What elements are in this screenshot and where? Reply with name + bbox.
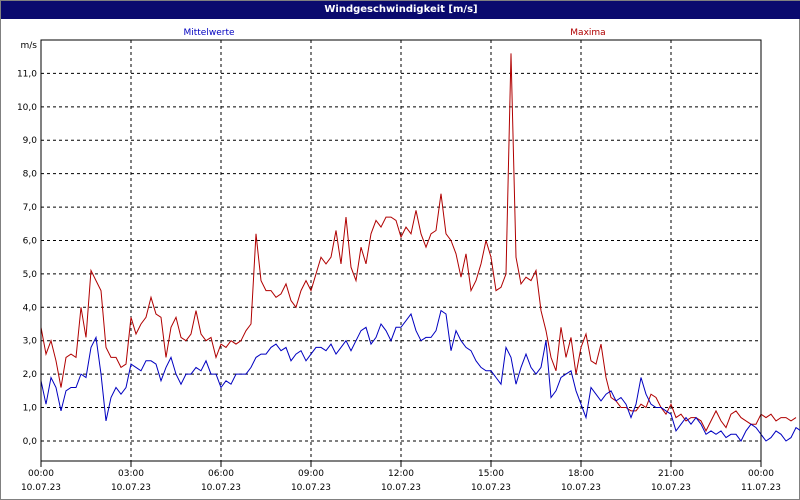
x-tick-date: 10.07.23 <box>111 483 151 493</box>
x-tick-date: 10.07.23 <box>201 483 241 493</box>
x-tick-date: 10.07.23 <box>21 483 61 493</box>
plot-grid <box>41 40 761 461</box>
x-tick-date: 10.07.23 <box>651 483 691 493</box>
x-tick-date: 11.07.23 <box>741 483 781 493</box>
y-tick-label: 0,0 <box>23 437 38 447</box>
x-tick-time: 12:00 <box>388 469 414 479</box>
x-tick-time: 03:00 <box>118 469 144 479</box>
legend-mean-label: Mittelwerte <box>183 28 234 38</box>
y-tick-label: 1,0 <box>23 404 38 414</box>
y-tick-label: 6,0 <box>23 236 38 246</box>
x-tick-date: 10.07.23 <box>471 483 511 493</box>
x-tick-time: 21:00 <box>658 469 684 479</box>
y-tick-label: 4,0 <box>23 303 38 313</box>
y-axis-unit-label: m/s <box>21 41 38 51</box>
y-tick-label: 11,0 <box>17 69 37 79</box>
x-axis-ticks: 00:00 10.07.23 03:00 10.07.23 06:00 10.07.23 0… <box>21 461 781 493</box>
plot-area <box>40 39 762 462</box>
series-line-maxima <box>40 53 797 433</box>
x-tick-time: 06:00 <box>208 469 234 479</box>
x-tick-date: 10.07.23 <box>291 483 331 493</box>
y-tick-label: 8,0 <box>23 170 38 180</box>
y-tick-label: 5,0 <box>23 270 38 280</box>
x-tick-date: 10.07.23 <box>381 483 421 493</box>
x-tick-time: 00:00 <box>748 469 774 479</box>
y-tick-label: 3,0 <box>23 337 38 347</box>
x-tick-date: 10.07.23 <box>561 483 601 493</box>
window-title: Windgeschwindigkeit [m/s] <box>1 1 800 19</box>
y-tick-label: 10,0 <box>17 103 37 113</box>
wind-speed-chart: Mittelwerte Maxima m/s 0,0 1,0 2,0 3,0 4,0 5,… <box>17 28 800 493</box>
y-tick-label: 7,0 <box>23 203 38 213</box>
y-axis-ticks: 0,0 1,0 2,0 3,0 4,0 5,0 6,0 7,0 8,0 9,0 10,0 11,0 <box>17 69 37 447</box>
x-tick-time: 00:00 <box>28 469 54 479</box>
x-tick-time: 09:00 <box>298 469 324 479</box>
series-line-mittelwerte <box>40 309 800 442</box>
y-tick-label: 9,0 <box>23 136 38 146</box>
legend-max-label: Maxima <box>570 28 605 38</box>
y-tick-label: 2,0 <box>23 370 38 380</box>
series-layer <box>40 53 800 442</box>
x-tick-time: 18:00 <box>568 469 594 479</box>
x-tick-time: 15:00 <box>478 469 504 479</box>
